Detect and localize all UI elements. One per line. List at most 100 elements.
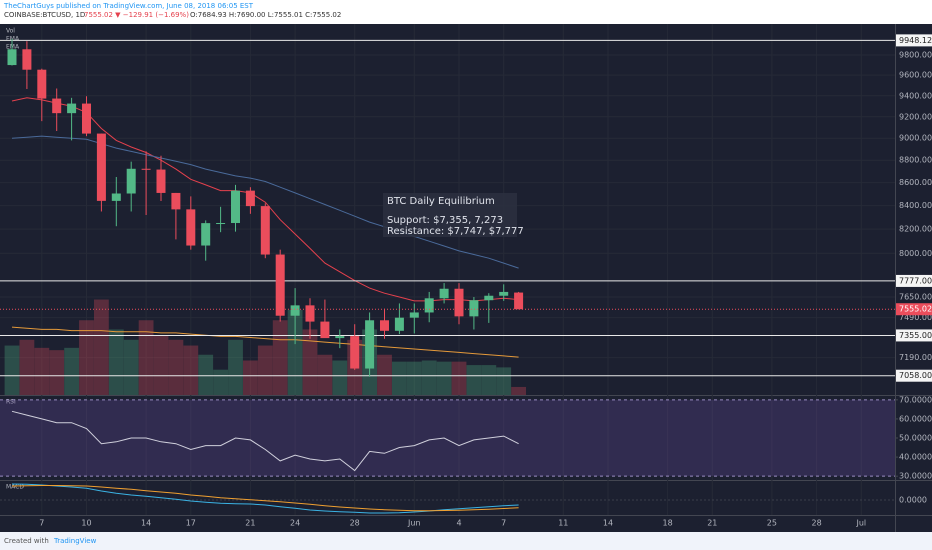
level-label-bg — [896, 34, 932, 47]
candle-body — [245, 190, 255, 207]
candle-body — [320, 321, 330, 339]
plot: 9800.00 9600.00 9400.00 9200.00 9000.00 8800.… — [0, 24, 932, 532]
level-label-bg — [896, 369, 932, 382]
rsi-tick-label: 60.0000 — [899, 414, 932, 423]
candle-body — [439, 288, 449, 299]
x-tick-label: 28 — [350, 519, 360, 528]
footer-created: Created with — [4, 537, 49, 545]
volume-bar — [451, 361, 467, 395]
candle-body — [424, 298, 434, 313]
candle-body — [275, 254, 285, 316]
x-tick-label: 28 — [812, 519, 822, 528]
candle-body — [37, 69, 47, 99]
rsi-tick-label: 40.0000 — [899, 453, 932, 462]
volume-bar — [79, 320, 94, 395]
y-tick-label: 7490.00 — [899, 313, 932, 322]
x-tick-label: 14 — [603, 519, 613, 528]
rsi-tick-label: 70.0000 — [899, 395, 932, 404]
indicator-label: EMA — [6, 36, 20, 43]
volume-bar — [257, 345, 273, 395]
indicator-label: Vol — [6, 28, 15, 35]
volume-bar — [183, 345, 199, 395]
y-tick-label: 9400.00 — [899, 91, 932, 100]
annotation-box — [383, 193, 517, 237]
level-label-bg — [896, 329, 932, 342]
rsi-line — [11, 410, 519, 472]
y-tick-label: 7190.00 — [899, 353, 932, 362]
annotation-line: Resistance: $7,747, $7,777 — [387, 226, 524, 237]
volume-bar — [406, 361, 422, 395]
volume-bar — [392, 361, 407, 395]
rsi-tick-label: 30.0000 — [899, 472, 932, 481]
x-tick-label: 21 — [245, 519, 255, 528]
rsi-label: RSI — [6, 399, 16, 406]
volume-bar — [272, 320, 288, 395]
candle-body — [96, 133, 106, 201]
volume-bar — [243, 360, 258, 395]
ema-line — [11, 135, 519, 269]
volume-bar — [317, 354, 333, 395]
x-tick-label: 7 — [501, 519, 506, 528]
symbol: COINBASE:BTCUSD, 1D — [4, 11, 85, 19]
x-tick-label: 14 — [141, 519, 151, 528]
macd-tick-label: 0.0000 — [899, 496, 927, 505]
candle-body — [499, 291, 509, 296]
candle-body — [7, 49, 17, 66]
level-label: 7058.00 — [899, 371, 932, 380]
ema-line — [11, 97, 519, 302]
candle-body — [156, 169, 166, 193]
volume-ma-line — [11, 326, 519, 358]
candle-body — [305, 305, 315, 322]
candle-body — [380, 320, 389, 331]
macd-label: MACD — [6, 484, 24, 491]
candle-body — [231, 190, 240, 224]
candle-body — [484, 295, 494, 301]
x-tick-label: 17 — [186, 519, 196, 528]
x-tick-label: 10 — [81, 519, 91, 528]
volume-bar — [108, 329, 124, 395]
rsi-band — [0, 399, 895, 477]
volume-bar — [287, 309, 303, 395]
volume-bar — [302, 329, 318, 395]
candle-body — [469, 300, 479, 317]
candle-body — [22, 49, 32, 70]
y-tick-label: 7650.00 — [899, 293, 932, 302]
x-tick-label: 11 — [558, 519, 568, 528]
indicator-label: EMA — [6, 44, 20, 51]
candle-body — [82, 103, 91, 134]
candle-body — [350, 336, 360, 369]
volume-bar — [168, 339, 184, 395]
volume-bar — [436, 361, 452, 395]
candle-body — [514, 292, 524, 310]
candle-body — [186, 209, 196, 246]
candle-body — [409, 312, 419, 318]
volume-bar — [198, 354, 214, 395]
y-tick-label: 8800.00 — [899, 156, 932, 165]
candle-body — [365, 320, 375, 369]
volume-bar — [496, 367, 512, 395]
y-tick-label: 9600.00 — [899, 71, 932, 80]
candle-body — [52, 98, 62, 114]
candle-body — [454, 288, 464, 317]
candle-body — [126, 168, 136, 194]
volume-bar — [481, 365, 497, 395]
volume-bar — [377, 354, 392, 395]
footer-brand: TradingView — [53, 537, 97, 545]
x-tick-label: 18 — [663, 519, 673, 528]
y-tick-label: 8600.00 — [899, 178, 932, 187]
price-change: 7555.02 ▼ −129.91 (−1.69%) — [84, 11, 189, 19]
annotation-line: Support: $7,355, 7,273 — [387, 215, 503, 226]
candle-body — [394, 317, 404, 331]
x-tick-label: Jul — [855, 519, 866, 528]
rsi-tick-label: 50.0000 — [899, 434, 932, 443]
level-label: 7355.00 — [899, 331, 932, 340]
published: TheChartGuys published on TradingView.co… — [3, 2, 254, 10]
y-tick-label: 9000.00 — [899, 134, 932, 143]
annotation-title: BTC Daily Equilibrium — [387, 196, 495, 207]
x-tick-label: 7 — [39, 519, 44, 528]
ohlc: O:7684.93 H:7690.00 L:7555.01 C:7555.02 — [190, 11, 341, 19]
x-tick-label: Jun — [407, 519, 421, 528]
header-bg — [0, 0, 932, 24]
candle-body — [260, 206, 270, 255]
